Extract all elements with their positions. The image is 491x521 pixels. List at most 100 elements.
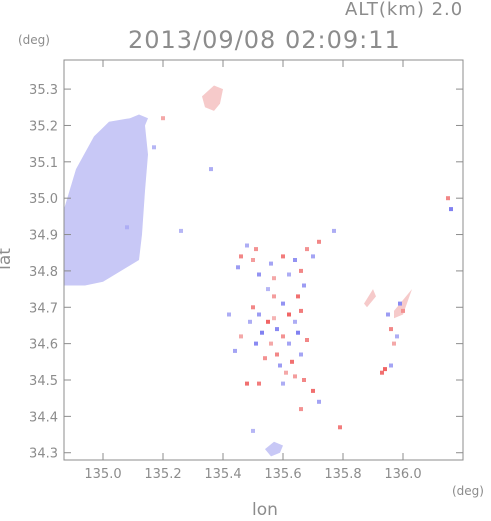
velocity-cell-55 bbox=[398, 301, 402, 306]
velocity-region-2 bbox=[130, 114, 148, 130]
velocity-cell-24 bbox=[272, 316, 276, 321]
velocity-cell-61 bbox=[338, 425, 342, 430]
velocity-cell-22 bbox=[287, 312, 291, 317]
y-tick-label: 34.5 bbox=[29, 374, 58, 389]
velocity-cell-4 bbox=[275, 327, 279, 332]
velocity-cell-43 bbox=[245, 381, 249, 386]
velocity-region-5 bbox=[394, 289, 412, 319]
y-tick-label: 35.2 bbox=[29, 119, 58, 134]
velocity-cell-8 bbox=[260, 330, 264, 335]
velocity-cell-5 bbox=[281, 334, 285, 339]
velocity-cell-20 bbox=[254, 341, 258, 346]
velocity-regions bbox=[64, 85, 412, 457]
velocity-cell-3 bbox=[266, 319, 270, 324]
velocity-cell-44 bbox=[281, 381, 285, 386]
velocity-cell-62 bbox=[332, 228, 336, 233]
velocity-cell-6 bbox=[287, 341, 291, 346]
y-tick-label: 35.0 bbox=[29, 192, 58, 207]
velocity-cell-64 bbox=[161, 116, 165, 121]
velocity-cell-37 bbox=[257, 272, 261, 277]
velocity-cell-23 bbox=[296, 330, 300, 335]
velocity-cell-13 bbox=[272, 294, 276, 299]
x-tick-label: 135.8 bbox=[324, 467, 361, 482]
x-tick-label: 135.0 bbox=[84, 467, 121, 482]
velocity-cell-60 bbox=[449, 207, 453, 212]
velocity-cell-68 bbox=[227, 312, 231, 317]
velocity-cell-45 bbox=[302, 378, 306, 382]
velocity-cell-16 bbox=[278, 363, 282, 368]
y-tick-label: 34.8 bbox=[29, 265, 58, 280]
velocity-cell-70 bbox=[239, 334, 243, 339]
velocity-region-6 bbox=[364, 289, 376, 308]
x-tick-label: 135.2 bbox=[144, 467, 181, 482]
velocity-cell-18 bbox=[299, 352, 303, 357]
velocity-cell-42 bbox=[257, 381, 261, 386]
plot-frame bbox=[63, 59, 464, 461]
velocity-cell-66 bbox=[125, 225, 129, 230]
velocity-cell-33 bbox=[305, 247, 309, 252]
velocity-cell-52 bbox=[380, 370, 384, 375]
velocity-cell-46 bbox=[311, 388, 315, 393]
chart-title: 2013/09/08 02:09:11 bbox=[128, 26, 401, 54]
velocity-cell-21 bbox=[263, 356, 267, 361]
y-tick-label: 34.3 bbox=[29, 447, 58, 462]
velocity-cell-9 bbox=[275, 352, 279, 357]
velocity-cell-65 bbox=[152, 145, 156, 150]
x-axis-ticks: 135.0 135.2 135.4 135.6 135.8 136.0 bbox=[84, 60, 422, 482]
velocity-cell-47 bbox=[299, 407, 303, 412]
velocity-cell-11 bbox=[299, 308, 303, 313]
velocity-region-1 bbox=[64, 118, 148, 286]
velocity-cell-48 bbox=[317, 399, 321, 404]
velocity-region-3 bbox=[202, 85, 223, 111]
velocity-cell-51 bbox=[389, 363, 393, 368]
velocity-cell-53 bbox=[389, 327, 393, 332]
velocity-cell-54 bbox=[395, 334, 399, 339]
y-tick-label: 35.3 bbox=[29, 83, 58, 98]
x-tick-label: 135.6 bbox=[264, 467, 301, 482]
velocity-cell-25 bbox=[248, 319, 252, 324]
velocity-cell-2 bbox=[257, 312, 261, 317]
x-axis-label: lon bbox=[252, 500, 278, 520]
velocity-cell-49 bbox=[293, 374, 297, 379]
velocity-cells bbox=[125, 116, 453, 433]
y-tick-label: 34.6 bbox=[29, 338, 58, 353]
velocity-cell-41 bbox=[302, 283, 306, 288]
y-tick-label: 34.4 bbox=[29, 410, 58, 425]
y-tick-label: 35.1 bbox=[29, 156, 58, 171]
altitude-label: ALT(km) 2.0 bbox=[345, 0, 464, 20]
velocity-cell-59 bbox=[446, 196, 450, 201]
velocity-cell-30 bbox=[269, 261, 273, 266]
y-axis-unit: (deg) bbox=[18, 33, 50, 47]
velocity-cell-7 bbox=[269, 341, 273, 346]
velocity-cell-38 bbox=[311, 254, 315, 259]
velocity-cell-72 bbox=[254, 247, 258, 252]
velocity-cell-36 bbox=[272, 276, 276, 281]
velocity-cell-71 bbox=[233, 348, 237, 353]
velocity-cell-39 bbox=[317, 239, 321, 244]
y-axis-ticks: 34.3 34.4 34.5 34.6 34.7 34.8 34.9 35.0 35.1 35.2… bbox=[29, 83, 463, 462]
x-tick-label: 136.0 bbox=[384, 467, 421, 482]
velocity-region-4 bbox=[265, 441, 283, 457]
velocity-cell-57 bbox=[386, 312, 390, 317]
velocity-cell-15 bbox=[290, 359, 294, 364]
velocity-cell-10 bbox=[293, 319, 297, 324]
velocity-cell-63 bbox=[209, 167, 213, 172]
velocity-cell-12 bbox=[281, 301, 285, 306]
velocity-cell-69 bbox=[251, 428, 255, 433]
y-axis-label: lat bbox=[0, 248, 15, 270]
velocity-cell-17 bbox=[284, 370, 288, 375]
velocity-cell-19 bbox=[305, 338, 309, 342]
velocity-cell-40 bbox=[296, 294, 300, 299]
velocity-cell-67 bbox=[179, 228, 183, 233]
velocity-cell-32 bbox=[293, 258, 297, 262]
velocity-cell-35 bbox=[287, 272, 291, 277]
velocity-cell-28 bbox=[245, 243, 249, 248]
velocity-cell-50 bbox=[383, 367, 387, 372]
velocity-cell-27 bbox=[239, 254, 243, 259]
velocity-cell-56 bbox=[401, 308, 405, 313]
y-tick-label: 34.9 bbox=[29, 229, 58, 244]
velocity-cell-34 bbox=[299, 268, 303, 273]
x-axis-unit: (deg) bbox=[452, 484, 484, 498]
velocity-cell-31 bbox=[281, 254, 285, 259]
